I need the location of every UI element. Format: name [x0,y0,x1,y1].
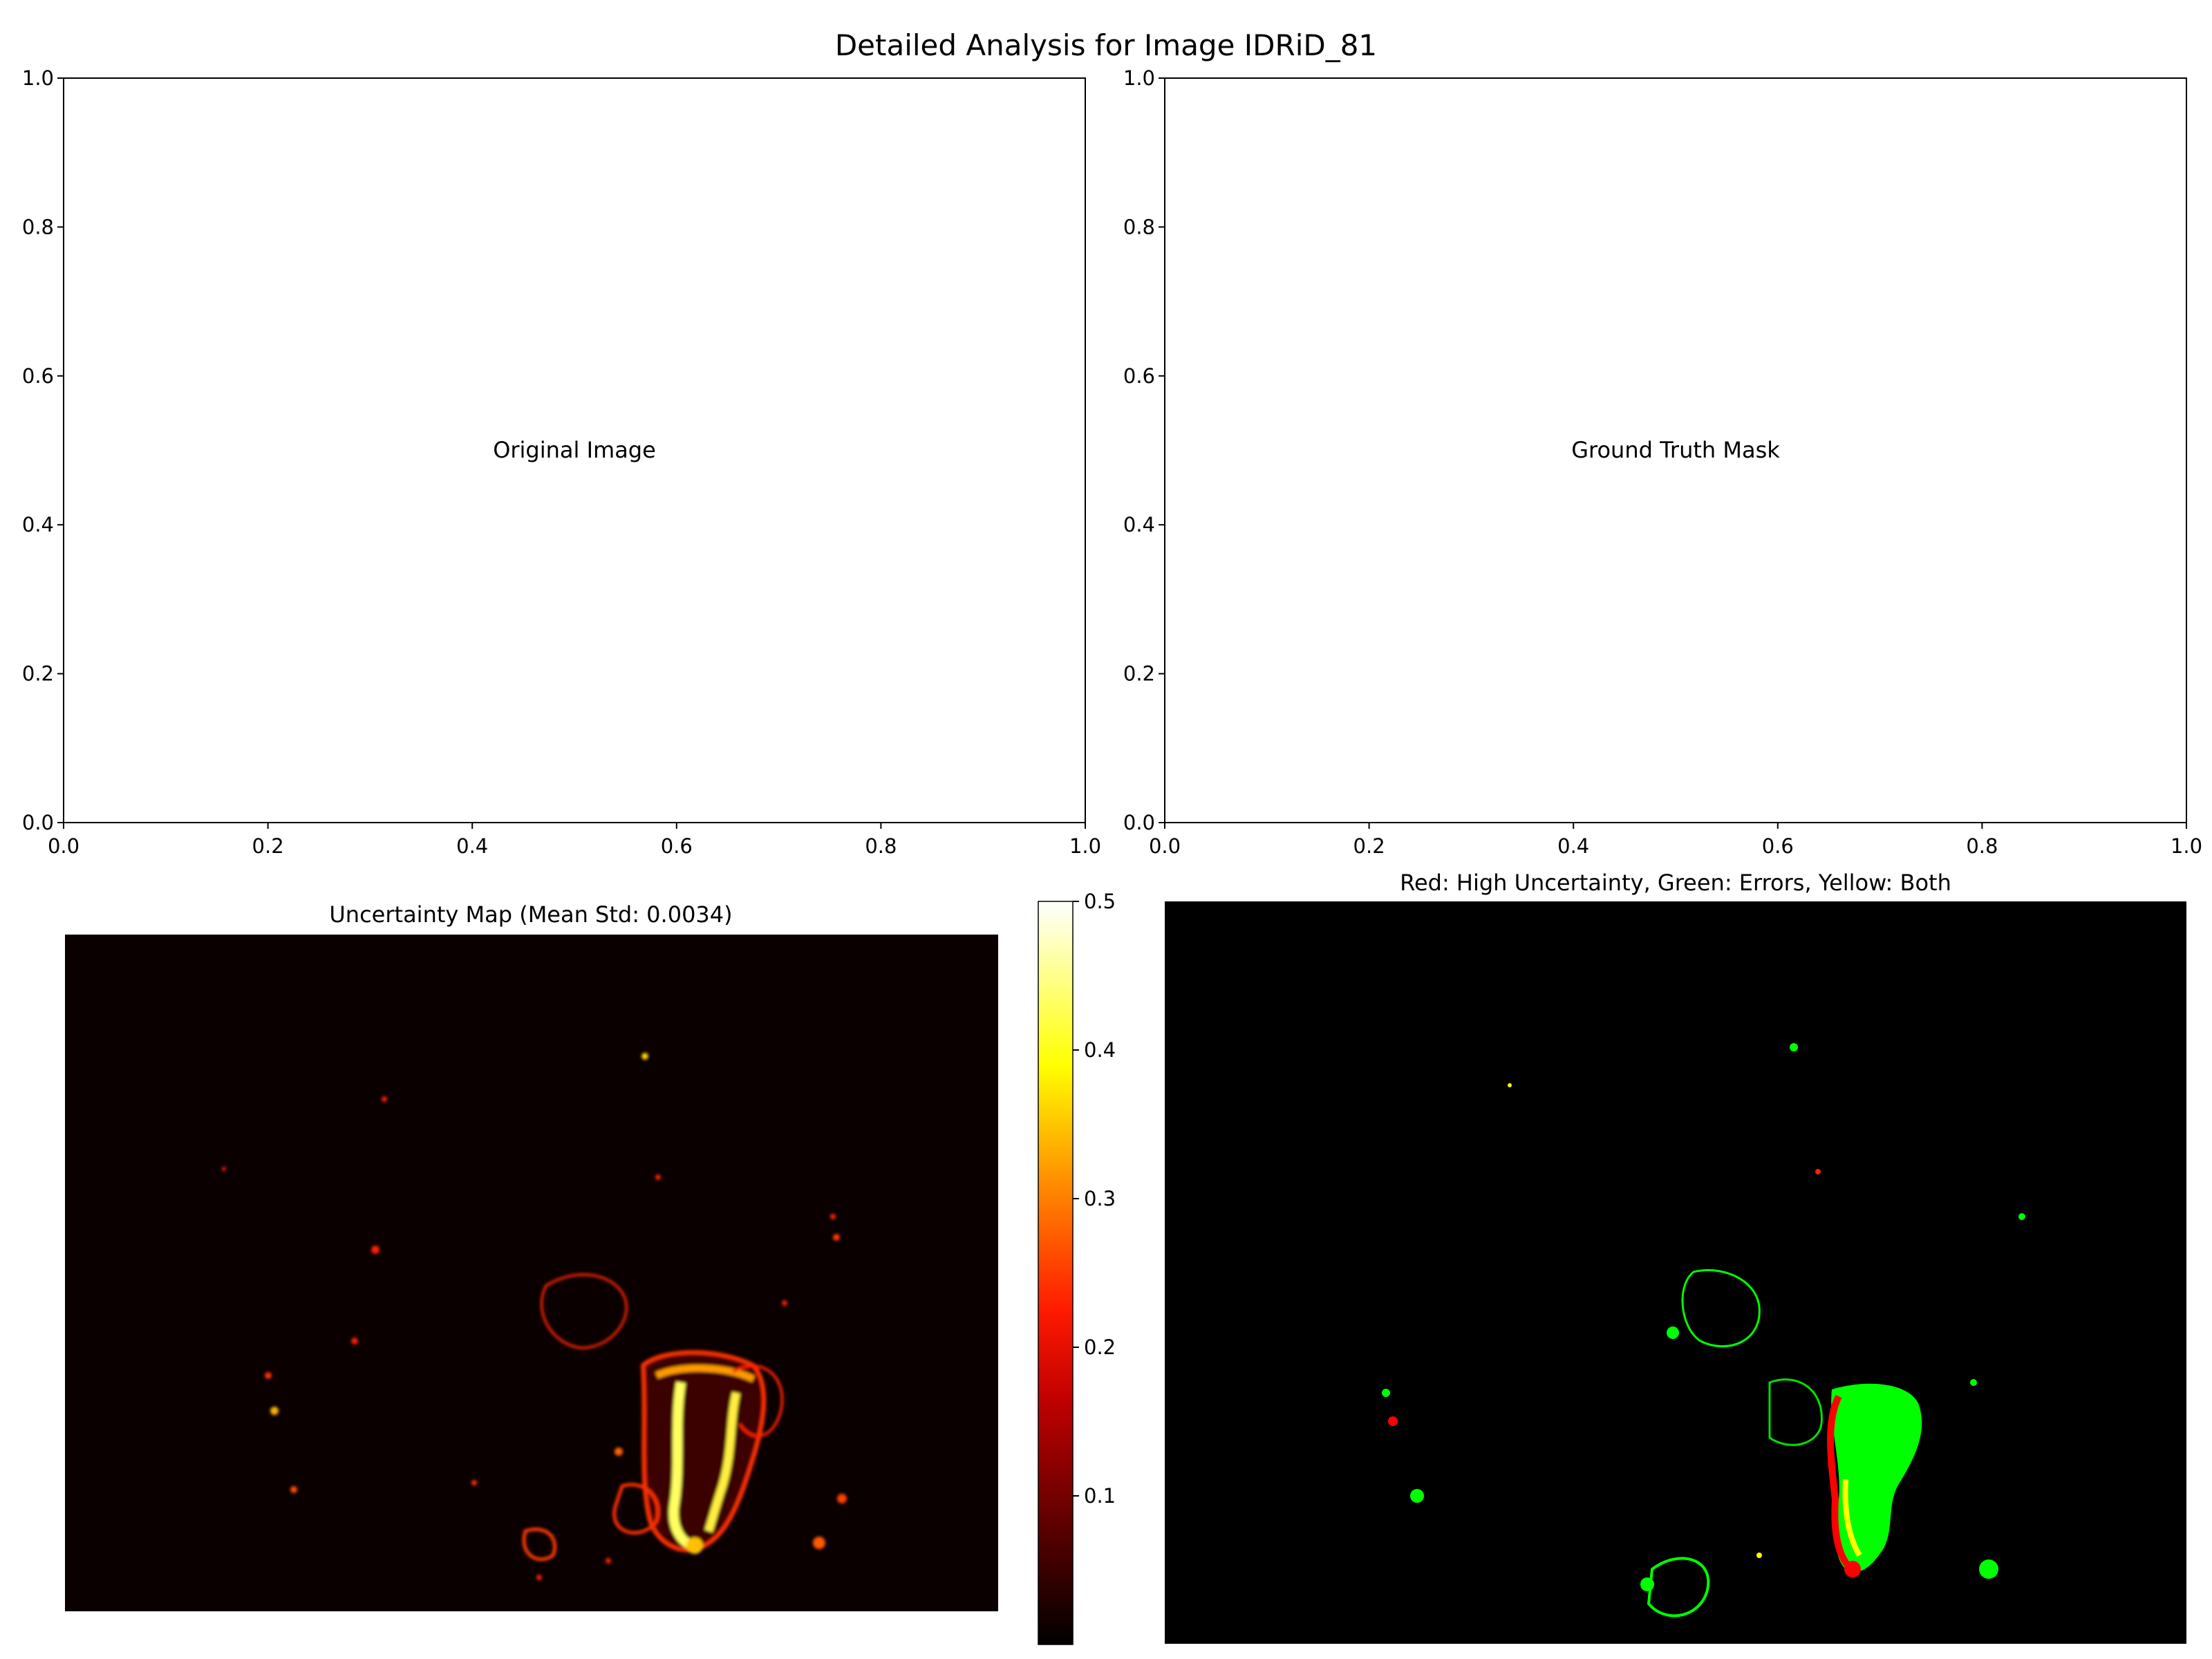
original-y-tick-label: 0.2 [22,662,54,686]
uncertainty-spot [830,1214,836,1219]
ground-truth-x-tick-label: 0.0 [1149,834,1181,858]
uncertainty-spot [782,1300,787,1306]
uncertainty-outline-1 [540,1273,628,1350]
uncertainty-outline-3 [731,1365,784,1438]
uncertainty-map-panel: Uncertainty Map (Mean Std: 0.0034) [65,901,998,1611]
colorbar-tick-label: 0.2 [1084,1335,1116,1359]
colorbar-gradient [1038,901,1074,1645]
overlay-panel: Red: High Uncertainty, Green: Errors, Ye… [1165,870,2186,1644]
uncertainty-spot [371,1246,379,1254]
ground-truth-label: Ground Truth Mask [1571,437,1780,463]
overlay-green-blob [1790,1043,1798,1051]
uncertainty-spot [641,1053,648,1060]
original-y-tick-label: 0.4 [22,513,54,536]
overlay-green-blob [1382,1389,1390,1397]
colorbar-tick-label: 0.3 [1084,1187,1116,1210]
overlay-yellow-spot [1508,1083,1512,1087]
original-x-tick-label: 0.8 [865,834,897,858]
original-x-tick-label: 1.0 [1069,834,1101,858]
uncertainty-spot [471,1480,477,1485]
overlay-central-error-region [1831,1383,1922,1572]
overlay-image [1165,901,2186,1644]
overlay-green-outline-2 [1768,1378,1823,1446]
original-y-tick-label: 0.8 [22,215,54,238]
overlay-both-edge [1842,1479,1862,1557]
overlay-green-blob [1667,1327,1679,1339]
uncertainty-orange-ring [655,1365,756,1382]
overlay-green-blob [1970,1379,1977,1386]
original-y-tick-label: 0.0 [22,811,54,834]
ground-truth-y-tick-label: 1.0 [1123,66,1155,90]
uncertainty-spot [222,1167,226,1171]
uncertainty-spot [536,1575,542,1580]
uncertainty-spot [382,1096,387,1102]
uncertainty-spot [270,1407,279,1415]
ground-truth-y-tick-label: 0.4 [1123,513,1155,536]
original-x-tick-label: 0.0 [48,834,79,858]
overlay-green-blob [2018,1213,2025,1220]
uncertainty-spot [833,1234,840,1241]
original-x-tick-label: 0.6 [661,834,693,858]
colorbar-tick-label: 0.4 [1084,1038,1116,1062]
ground-truth-y-tick-label: 0.2 [1123,662,1155,686]
colorbar: 0.1 0.2 0.3 0.4 0.5 [1038,890,1116,1645]
overlay-title: Red: High Uncertainty, Green: Errors, Ye… [1400,870,1951,896]
uncertainty-spot [615,1447,623,1456]
overlay-red-spot [1815,1169,1821,1174]
uncertainty-map-title: Uncertainty Map (Mean Std: 0.0034) [329,901,732,928]
ground-truth-x-tick-label: 0.4 [1557,834,1589,858]
uncertainty-spot [351,1338,358,1344]
uncertainty-spot [686,1537,703,1554]
ground-truth-y-tick-label: 0.8 [1123,215,1155,238]
overlay-green-outline-1 [1681,1268,1761,1348]
uncertainty-map-image [65,935,998,1611]
uncertainty-spot [265,1372,272,1379]
uncertainty-yellow-streak-2 [704,1391,740,1533]
uncertainty-spot [290,1486,297,1493]
original-x-tick-label: 0.4 [456,834,488,858]
original-x-tick-label: 0.2 [252,834,284,858]
overlay-green-blob [1410,1489,1424,1503]
uncertainty-map-hotspots [222,1053,847,1580]
uncertainty-spot [655,1174,661,1180]
ground-truth-x-tick-label: 0.8 [1966,834,1998,858]
original-image-label: Original Image [493,437,656,463]
uncertainty-outline-4 [522,1527,557,1562]
ground-truth-axes: Ground Truth Mask 0.0 0.2 0.4 0.6 0.8 1.0 0.0 0… [1123,66,2202,858]
ground-truth-x-tick-label: 0.2 [1353,834,1385,858]
overlay-yellow-spot [1756,1553,1762,1558]
figure-title: Detailed Analysis for Image IDRiD_81 [835,28,1377,62]
uncertainty-spot [813,1537,825,1549]
uncertainty-spot [837,1494,847,1503]
original-y-tick-label: 1.0 [22,66,54,90]
ground-truth-frame [1164,77,2187,823]
overlay-green-outline-3 [1647,1557,1710,1618]
colorbar-tick-label: 0.5 [1084,890,1116,913]
original-y-tick-label: 0.6 [22,364,54,388]
overlay-red-spot [1844,1561,1861,1577]
overlay-red-spot [1388,1416,1398,1426]
colorbar-tick-label: 0.1 [1084,1484,1116,1508]
ground-truth-y-tick-label: 0.0 [1123,811,1155,834]
overlay-green-blob [1640,1577,1654,1591]
ground-truth-x-tick-label: 0.6 [1762,834,1794,858]
ground-truth-x-tick-label: 1.0 [2171,834,2202,858]
original-image-frame [63,77,1086,823]
uncertainty-outline-2 [612,1483,660,1535]
ground-truth-y-tick-label: 0.6 [1123,364,1155,388]
uncertainty-spot [606,1558,611,1564]
original-image-axes: Original Image 0.0 0.2 0.4 0.6 0.8 1.0 0.0 0.2 0… [22,66,1101,858]
overlay-green-blob [1979,1559,1998,1579]
overlay-high-uncertainty-edge [1827,1394,1858,1576]
uncertainty-yellow-streak-1 [668,1381,693,1550]
overlay-marks [1382,1043,2025,1618]
